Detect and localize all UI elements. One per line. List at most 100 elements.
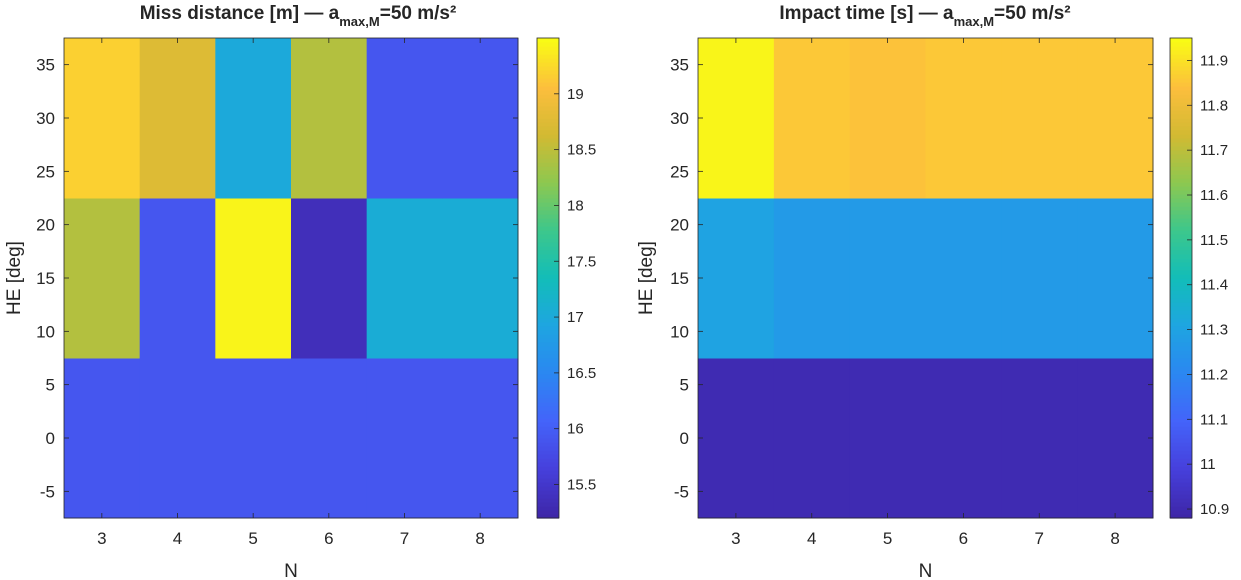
colorbar-segment [1170, 46, 1192, 51]
colorbar-segment [537, 46, 559, 51]
colorbar-segment [1170, 270, 1192, 275]
colorbar-segment [1170, 138, 1192, 143]
colorbar-segment [1170, 482, 1192, 487]
colorbar-segment [537, 382, 559, 387]
colorbar-segment [537, 482, 559, 487]
colorbar-segment [1170, 38, 1192, 43]
colorbar-segment [537, 374, 559, 379]
colorbar-segment [1170, 166, 1192, 171]
colorbar-segment [1170, 198, 1192, 203]
colorbar-segment [1170, 426, 1192, 431]
colorbar-segment [1170, 366, 1192, 371]
colorbar-segment [1170, 442, 1192, 447]
colorbar-segment [1170, 314, 1192, 319]
colorbar-segment [537, 90, 559, 95]
colorbar-segment [537, 166, 559, 171]
colorbar-segment [537, 346, 559, 351]
colorbar-segment [1170, 122, 1192, 127]
colorbar-segment [1170, 98, 1192, 103]
colorbar-segment [1170, 458, 1192, 463]
colorbar-segment [537, 182, 559, 187]
colorbar-segment [1170, 258, 1192, 263]
colorbar-segment [537, 270, 559, 275]
x-tick-label: 4 [173, 529, 182, 548]
colorbar-segment [537, 302, 559, 307]
colorbar-segment [537, 86, 559, 91]
colorbar-segment [1170, 470, 1192, 475]
colorbar-segment [537, 130, 559, 135]
colorbar-segment [537, 434, 559, 439]
colorbar-segment [537, 210, 559, 215]
heatmap-cell [366, 38, 443, 199]
colorbar-segment [537, 450, 559, 455]
colorbar-segment [537, 106, 559, 111]
colorbar-segment [537, 506, 559, 511]
colorbar-segment [1170, 162, 1192, 167]
y-tick-label: 10 [36, 322, 55, 341]
colorbar-tick-label: 17 [567, 309, 584, 326]
y-tick-label: -5 [674, 482, 689, 501]
x-tick-label: 4 [807, 529, 816, 548]
colorbar-segment [1170, 130, 1192, 135]
x-tick-label: 7 [400, 529, 409, 548]
colorbar-segment [1170, 494, 1192, 499]
colorbar-segment [537, 322, 559, 327]
colorbar-segment [1170, 218, 1192, 223]
y-tick-label: 20 [670, 216, 689, 235]
colorbar-segment [537, 278, 559, 283]
colorbar-segment [537, 282, 559, 287]
colorbar-segment [1170, 410, 1192, 415]
colorbar-segment [1170, 74, 1192, 79]
colorbar-segment [537, 234, 559, 239]
colorbar-segment [1170, 350, 1192, 355]
colorbar-segment [537, 78, 559, 83]
colorbar-segment [1170, 398, 1192, 403]
colorbar-segment [537, 202, 559, 207]
colorbar-segment [537, 266, 559, 271]
colorbar-segment [537, 230, 559, 235]
colorbar-segment [537, 150, 559, 155]
colorbar-segment [1170, 246, 1192, 251]
colorbar-segment [537, 70, 559, 75]
colorbar-segment [1170, 514, 1192, 519]
colorbar: 10.9 11 11.1 11.2 11.3 11.4 11.5 11.6 11.7 11.8 11… [1169, 37, 1229, 519]
colorbar-segment [537, 238, 559, 243]
colorbar-segment [537, 178, 559, 183]
heatmap-cell [291, 38, 368, 199]
heatmap-cell [698, 38, 775, 199]
colorbar-segment [1170, 242, 1192, 247]
colorbar-segment [1170, 206, 1192, 211]
colorbar-segment [537, 510, 559, 515]
colorbar-segment [1170, 318, 1192, 323]
colorbar-segment [537, 338, 559, 343]
colorbar-segment [1170, 486, 1192, 491]
colorbar-segment [1170, 134, 1192, 139]
y-tick-label: 25 [670, 162, 689, 181]
colorbar-segment [1170, 174, 1192, 179]
colorbar-segment [537, 258, 559, 263]
colorbar-segment [1170, 294, 1192, 299]
colorbar-segment [1170, 502, 1192, 507]
colorbar-segment [1170, 254, 1192, 259]
y-tick-label: 5 [46, 376, 55, 395]
colorbar-segment [1170, 322, 1192, 327]
colorbar-segment [537, 462, 559, 467]
colorbar-segment [537, 290, 559, 295]
colorbar-segment [1170, 146, 1192, 151]
colorbar-segment [537, 386, 559, 391]
colorbar-segment [1170, 454, 1192, 459]
chart-panel-2: Impact time [s] — amax,M=50 m/s² 3 4 5 6 7 8 -5… [636, 3, 1229, 580]
colorbar-segment [537, 426, 559, 431]
colorbar-segment [537, 54, 559, 59]
colorbar-tick-label: 15.5 [567, 477, 596, 494]
colorbar-segment [537, 410, 559, 415]
heatmap-cell [139, 38, 216, 199]
colorbar-segment [537, 262, 559, 267]
colorbar-segment [1170, 342, 1192, 347]
heatmap-cell [139, 358, 216, 519]
colorbar-segment [537, 286, 559, 291]
colorbar-segment [1170, 170, 1192, 175]
colorbar-segment [1170, 302, 1192, 307]
heatmap-cell [291, 358, 368, 519]
colorbar-segment [537, 98, 559, 103]
